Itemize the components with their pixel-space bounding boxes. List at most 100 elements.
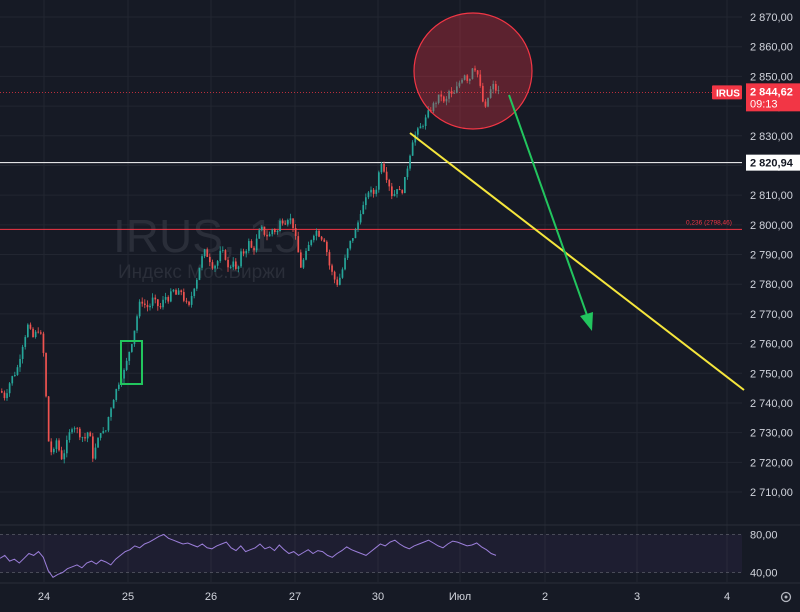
candle-body xyxy=(177,290,180,295)
candle-body xyxy=(344,257,346,270)
candle-body xyxy=(50,441,53,453)
candle-body xyxy=(190,296,193,305)
candle-body xyxy=(391,186,393,197)
candle-body xyxy=(422,125,424,127)
candle-body xyxy=(84,437,86,439)
candle-body xyxy=(359,214,362,223)
candle-body xyxy=(131,344,133,352)
candle-body xyxy=(497,90,500,91)
candle-body xyxy=(37,331,40,333)
candle-body xyxy=(24,337,27,347)
candle-body xyxy=(266,234,268,237)
candle-body xyxy=(411,142,414,156)
candle-body xyxy=(219,250,222,262)
watermark-symbol: IRUS, 15 xyxy=(113,210,300,262)
candle-body xyxy=(58,440,60,451)
rsi-band xyxy=(0,534,742,573)
candle-body xyxy=(8,383,11,394)
candle-body xyxy=(419,126,422,129)
candle-body xyxy=(276,231,279,232)
candle-body xyxy=(27,324,29,338)
candle-body xyxy=(21,346,24,359)
candle-body xyxy=(328,252,331,266)
price-tick-label: 2 780,00 xyxy=(750,279,793,291)
candle-body xyxy=(487,97,489,107)
candle-body xyxy=(6,393,8,399)
candle-body xyxy=(110,408,112,417)
candle-body xyxy=(47,396,50,442)
candle-body xyxy=(435,102,437,104)
candle-body xyxy=(214,265,216,269)
candle-body xyxy=(209,256,211,263)
settings-icon[interactable] xyxy=(780,591,792,603)
price-tick-label: 2 860,00 xyxy=(750,42,793,54)
candle-body xyxy=(372,189,375,194)
candle-body xyxy=(42,333,45,353)
candle-body xyxy=(458,82,461,87)
candle-body xyxy=(448,91,450,99)
time-axis[interactable]: 24 25 26 27 30 Июл 2 3 4 xyxy=(0,582,800,603)
drawings[interactable] xyxy=(120,12,745,391)
candle-body xyxy=(138,301,141,317)
candle-body xyxy=(318,230,320,237)
candle-body xyxy=(144,303,146,305)
time-tick-label: 25 xyxy=(122,591,134,603)
candle-body xyxy=(242,251,245,254)
candle-body xyxy=(11,376,14,384)
candle-body xyxy=(66,439,68,454)
candle-body xyxy=(258,230,261,239)
candle-body xyxy=(105,430,107,432)
candle-body xyxy=(1,391,3,393)
candle-body xyxy=(417,128,419,135)
time-tick-label: 26 xyxy=(205,591,217,603)
candle-body xyxy=(268,234,271,237)
candle-body xyxy=(172,289,175,292)
candle-body xyxy=(89,432,92,437)
candle-body xyxy=(73,428,76,430)
candle-body xyxy=(281,220,284,224)
candle-body xyxy=(151,297,154,306)
rsi-pane[interactable]: 80,00 40,00 xyxy=(0,524,800,580)
price-tick-label: 2 760,00 xyxy=(750,339,793,351)
candle-body xyxy=(198,267,201,280)
candle-body xyxy=(409,155,411,169)
price-tick-label: 2 850,00 xyxy=(750,71,793,83)
candle-body xyxy=(97,437,99,448)
candle-body xyxy=(170,291,172,302)
candle-body xyxy=(196,279,198,289)
green-arrow-head xyxy=(580,312,593,331)
candle-body xyxy=(315,230,318,236)
candle-body xyxy=(32,328,34,338)
watermark-subtitle: Индекс Мос.Биржи xyxy=(118,262,285,283)
price-levels: 0,236 (2798,46) xyxy=(0,91,742,230)
candle-body xyxy=(336,279,339,285)
candle-body xyxy=(175,289,177,295)
candle-body xyxy=(300,252,302,268)
fib-level-label: 0,236 (2798,46) xyxy=(686,219,732,226)
candle-body xyxy=(79,428,81,438)
candle-body xyxy=(185,300,188,302)
time-tick-label: Июл xyxy=(449,591,471,603)
candle-body xyxy=(76,428,79,430)
candle-body xyxy=(60,450,63,460)
candle-body xyxy=(261,226,263,231)
candle-body xyxy=(274,229,276,232)
candle-body xyxy=(71,429,73,433)
candle-body xyxy=(313,235,315,241)
candle-body xyxy=(474,68,476,71)
candle-body xyxy=(456,86,458,93)
chart-grid xyxy=(0,0,742,582)
candle-body xyxy=(440,94,443,97)
candle-body xyxy=(255,238,258,251)
candle-body xyxy=(159,306,162,308)
candle-body xyxy=(53,448,55,453)
price-tick-label: 2 750,00 xyxy=(750,368,793,380)
candle-body xyxy=(469,78,471,81)
time-tick-label: 24 xyxy=(38,591,50,603)
candle-body xyxy=(396,189,398,195)
candle-body xyxy=(307,245,310,251)
candle-body xyxy=(92,436,94,459)
candle-body xyxy=(385,171,388,180)
